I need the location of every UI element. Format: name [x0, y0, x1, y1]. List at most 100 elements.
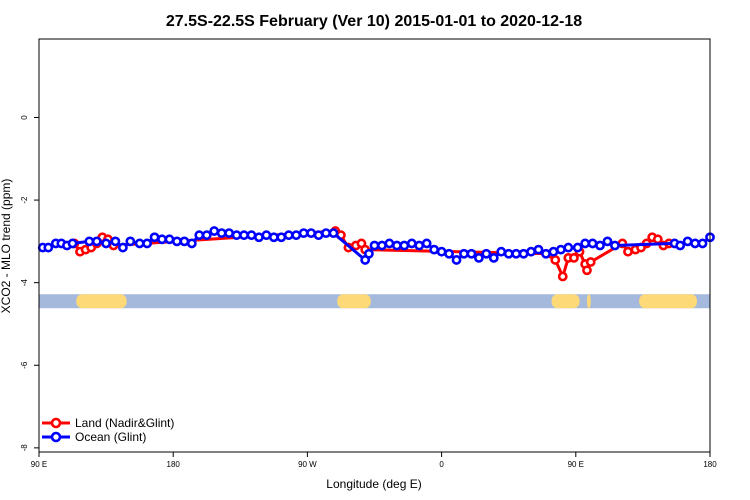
data-point [164, 234, 175, 245]
data-point [179, 236, 190, 247]
data-point [239, 230, 249, 241]
data-point [399, 240, 410, 251]
data-point [675, 240, 686, 251]
x-axis-label: Longitude (deg E) [326, 477, 421, 491]
land-segment [551, 294, 580, 309]
data-point [481, 248, 492, 259]
data-point [557, 271, 568, 282]
y-tick-label: -2 [20, 196, 29, 204]
data-point [569, 252, 579, 263]
data-point [43, 242, 54, 253]
legend-label: Ocean (Glint) [75, 430, 146, 444]
data-point [91, 236, 102, 247]
data-point [406, 238, 417, 249]
legend: Land (Nadir&Glint)Ocean (Glint) [42, 416, 174, 444]
data-point [313, 230, 324, 241]
data-point [503, 248, 514, 259]
data-point [451, 255, 462, 265]
land-segment [337, 294, 371, 309]
data-point [436, 246, 447, 257]
data-point [306, 228, 317, 239]
data-point [209, 226, 220, 236]
data-point [533, 244, 544, 255]
legend-marker [50, 431, 62, 443]
data-point [610, 240, 620, 251]
data-point [429, 244, 440, 255]
x-tick-label: 90 E [568, 460, 584, 469]
data-point [67, 238, 78, 249]
data-point [572, 242, 583, 253]
data-point [231, 230, 242, 241]
data-point [201, 230, 212, 241]
series-layer [37, 226, 715, 282]
y-tick-label: -6 [20, 361, 29, 369]
data-point [246, 230, 257, 241]
data-point [541, 248, 551, 259]
y-tick-label: -4 [20, 279, 29, 287]
land-segment [76, 294, 127, 309]
data-point [216, 228, 227, 239]
data-point [518, 248, 529, 259]
data-point [496, 246, 507, 257]
data-point [110, 236, 121, 247]
data-point [364, 248, 374, 259]
y-axis-label: XCO2 - MLO trend (ppm) [0, 179, 13, 314]
data-point [172, 236, 182, 247]
data-point [580, 238, 591, 249]
data-point [391, 240, 402, 251]
plot-frame [38, 38, 711, 453]
data-point [377, 240, 387, 251]
data-point [563, 242, 574, 253]
x-tick-label: 180 [703, 460, 717, 469]
data-point [587, 238, 598, 249]
data-point [526, 246, 536, 257]
chart-title: 27.5S-22.5S February (Ver 10) 2015-01-01… [166, 13, 582, 30]
data-point [459, 248, 469, 259]
data-point [84, 236, 95, 247]
data-point [697, 238, 708, 249]
data-point [421, 238, 432, 249]
x-tick-label: 90 W [298, 460, 317, 469]
data-point [511, 248, 522, 259]
data-point [254, 232, 264, 243]
data-point [291, 230, 302, 241]
data-point [149, 232, 160, 243]
data-point [595, 240, 605, 251]
data-point [682, 236, 693, 247]
data-point [276, 232, 287, 243]
data-point [283, 230, 294, 241]
data-point [194, 230, 205, 241]
data-point [328, 228, 339, 239]
data-point [690, 238, 700, 249]
data-point [555, 244, 566, 255]
legend-label: Land (Nadir&Glint) [75, 416, 174, 430]
data-point [261, 230, 272, 241]
data-point [224, 228, 235, 239]
data-point [602, 236, 613, 247]
data-point [268, 232, 279, 243]
data-point [582, 265, 592, 276]
data-point [157, 234, 167, 245]
data-point [369, 240, 380, 251]
land-segment [586, 294, 591, 309]
data-point [134, 238, 145, 249]
data-point [321, 228, 331, 239]
x-tick-label: 0 [439, 460, 444, 469]
data-point [125, 236, 136, 247]
data-point [623, 246, 633, 257]
y-axis: 0 -2 -4 -6 -8 [20, 115, 39, 452]
data-point [550, 255, 561, 265]
data-point [384, 238, 395, 249]
x-tick-label: 180 [167, 460, 181, 469]
ocean-band [39, 294, 710, 309]
y-tick-label: 0 [20, 115, 29, 120]
x-axis: 90 E 180 90 W 0 90 E 180 [31, 452, 717, 469]
data-point [473, 252, 484, 263]
data-point [488, 252, 499, 263]
data-point [444, 248, 454, 259]
y-tick-label: -8 [20, 444, 29, 452]
land-segment [639, 294, 697, 309]
data-point [117, 242, 128, 253]
legend-marker [50, 417, 62, 429]
